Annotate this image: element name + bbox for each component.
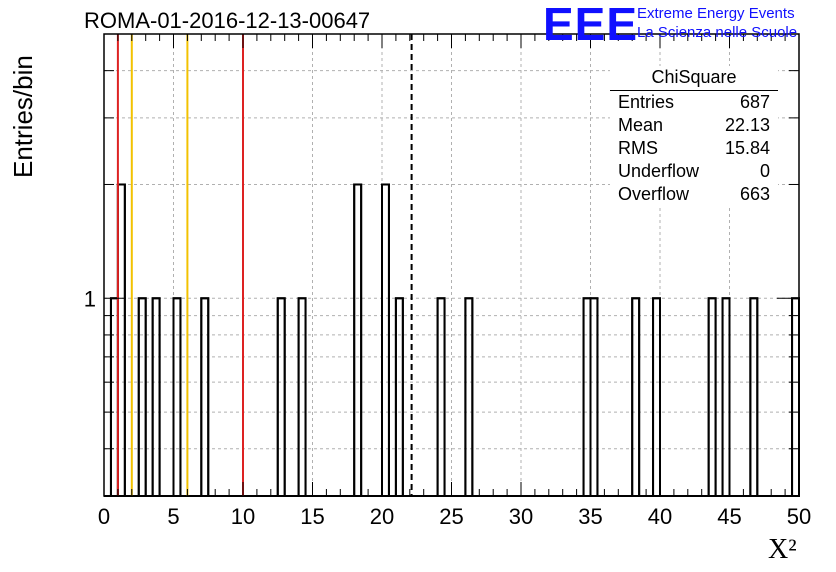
y-axis-label: Entries/bin (8, 55, 38, 178)
x-tick-label: 0 (98, 504, 110, 529)
histogram-bar (381, 183, 390, 497)
x-tick-label: 40 (648, 504, 672, 529)
logo-caption-line2: La Scienza nelle Scuole (637, 24, 798, 41)
histogram-bar (200, 297, 210, 497)
histogram-bar (652, 297, 661, 497)
x-tick-label: 5 (167, 504, 179, 529)
chart-title: ROMA-01-2016-12-13-00647 (84, 8, 371, 33)
stats-value: 22.13 (724, 115, 770, 135)
histogram-bar (394, 297, 404, 497)
stats-label: Overflow (618, 184, 690, 204)
histogram-bar (172, 297, 182, 497)
stats-row-mean: Mean 22.13 (610, 114, 778, 137)
x-tick-label: 15 (300, 504, 324, 529)
stats-value: 687 (739, 92, 770, 112)
histogram-bar (464, 297, 474, 497)
histogram-bar (707, 297, 717, 497)
y-tick-label: 1 (84, 286, 96, 311)
stats-row-underflow: Underflow 0 (610, 160, 778, 183)
stats-title: ChiSquare (610, 66, 778, 91)
x-tick-label: 25 (439, 504, 463, 529)
stats-value: 663 (739, 184, 770, 204)
stats-label: Mean (618, 115, 664, 135)
stats-label: Entries (618, 92, 675, 112)
stats-row-entries: Entries 687 (610, 91, 778, 114)
x-tick-label: 35 (578, 504, 602, 529)
histogram-bar (589, 297, 599, 497)
eee-logo: EEE (543, 0, 639, 50)
histogram-bar (749, 297, 759, 497)
histogram-bar (116, 183, 126, 497)
histogram-bar (137, 297, 147, 497)
histogram-bar (791, 297, 800, 497)
histogram-bar (582, 297, 592, 497)
stats-value: 0 (759, 161, 770, 181)
histogram-bar (109, 297, 119, 497)
logo-caption-line1: Extreme Energy Events (637, 5, 795, 22)
x-tick-label: 20 (370, 504, 394, 529)
stats-value: 15.84 (724, 138, 770, 158)
x-tick-label: 30 (509, 504, 533, 529)
histogram-bar (436, 297, 446, 497)
x-tick-label: 10 (231, 504, 255, 529)
stats-label: RMS (618, 138, 658, 158)
logo-caption: Extreme Energy Events La Scienza nelle S… (637, 4, 797, 42)
x-axis-label: X² (768, 534, 797, 565)
histogram-bar (353, 183, 363, 497)
histogram-bar (276, 297, 286, 497)
stats-box: ChiSquare Entries 687 Mean 22.13 RMS 15.… (610, 66, 778, 206)
x-tick-label: 45 (717, 504, 741, 529)
stats-row-overflow: Overflow 663 (610, 183, 778, 206)
x-tick-label: 50 (787, 504, 811, 529)
histogram-bar (297, 297, 307, 497)
stats-row-rms: RMS 15.84 (610, 137, 778, 160)
histogram-bar (721, 297, 731, 497)
histogram-bar (631, 297, 641, 497)
stats-label: Underflow (618, 161, 700, 181)
histogram-bar (151, 297, 161, 497)
